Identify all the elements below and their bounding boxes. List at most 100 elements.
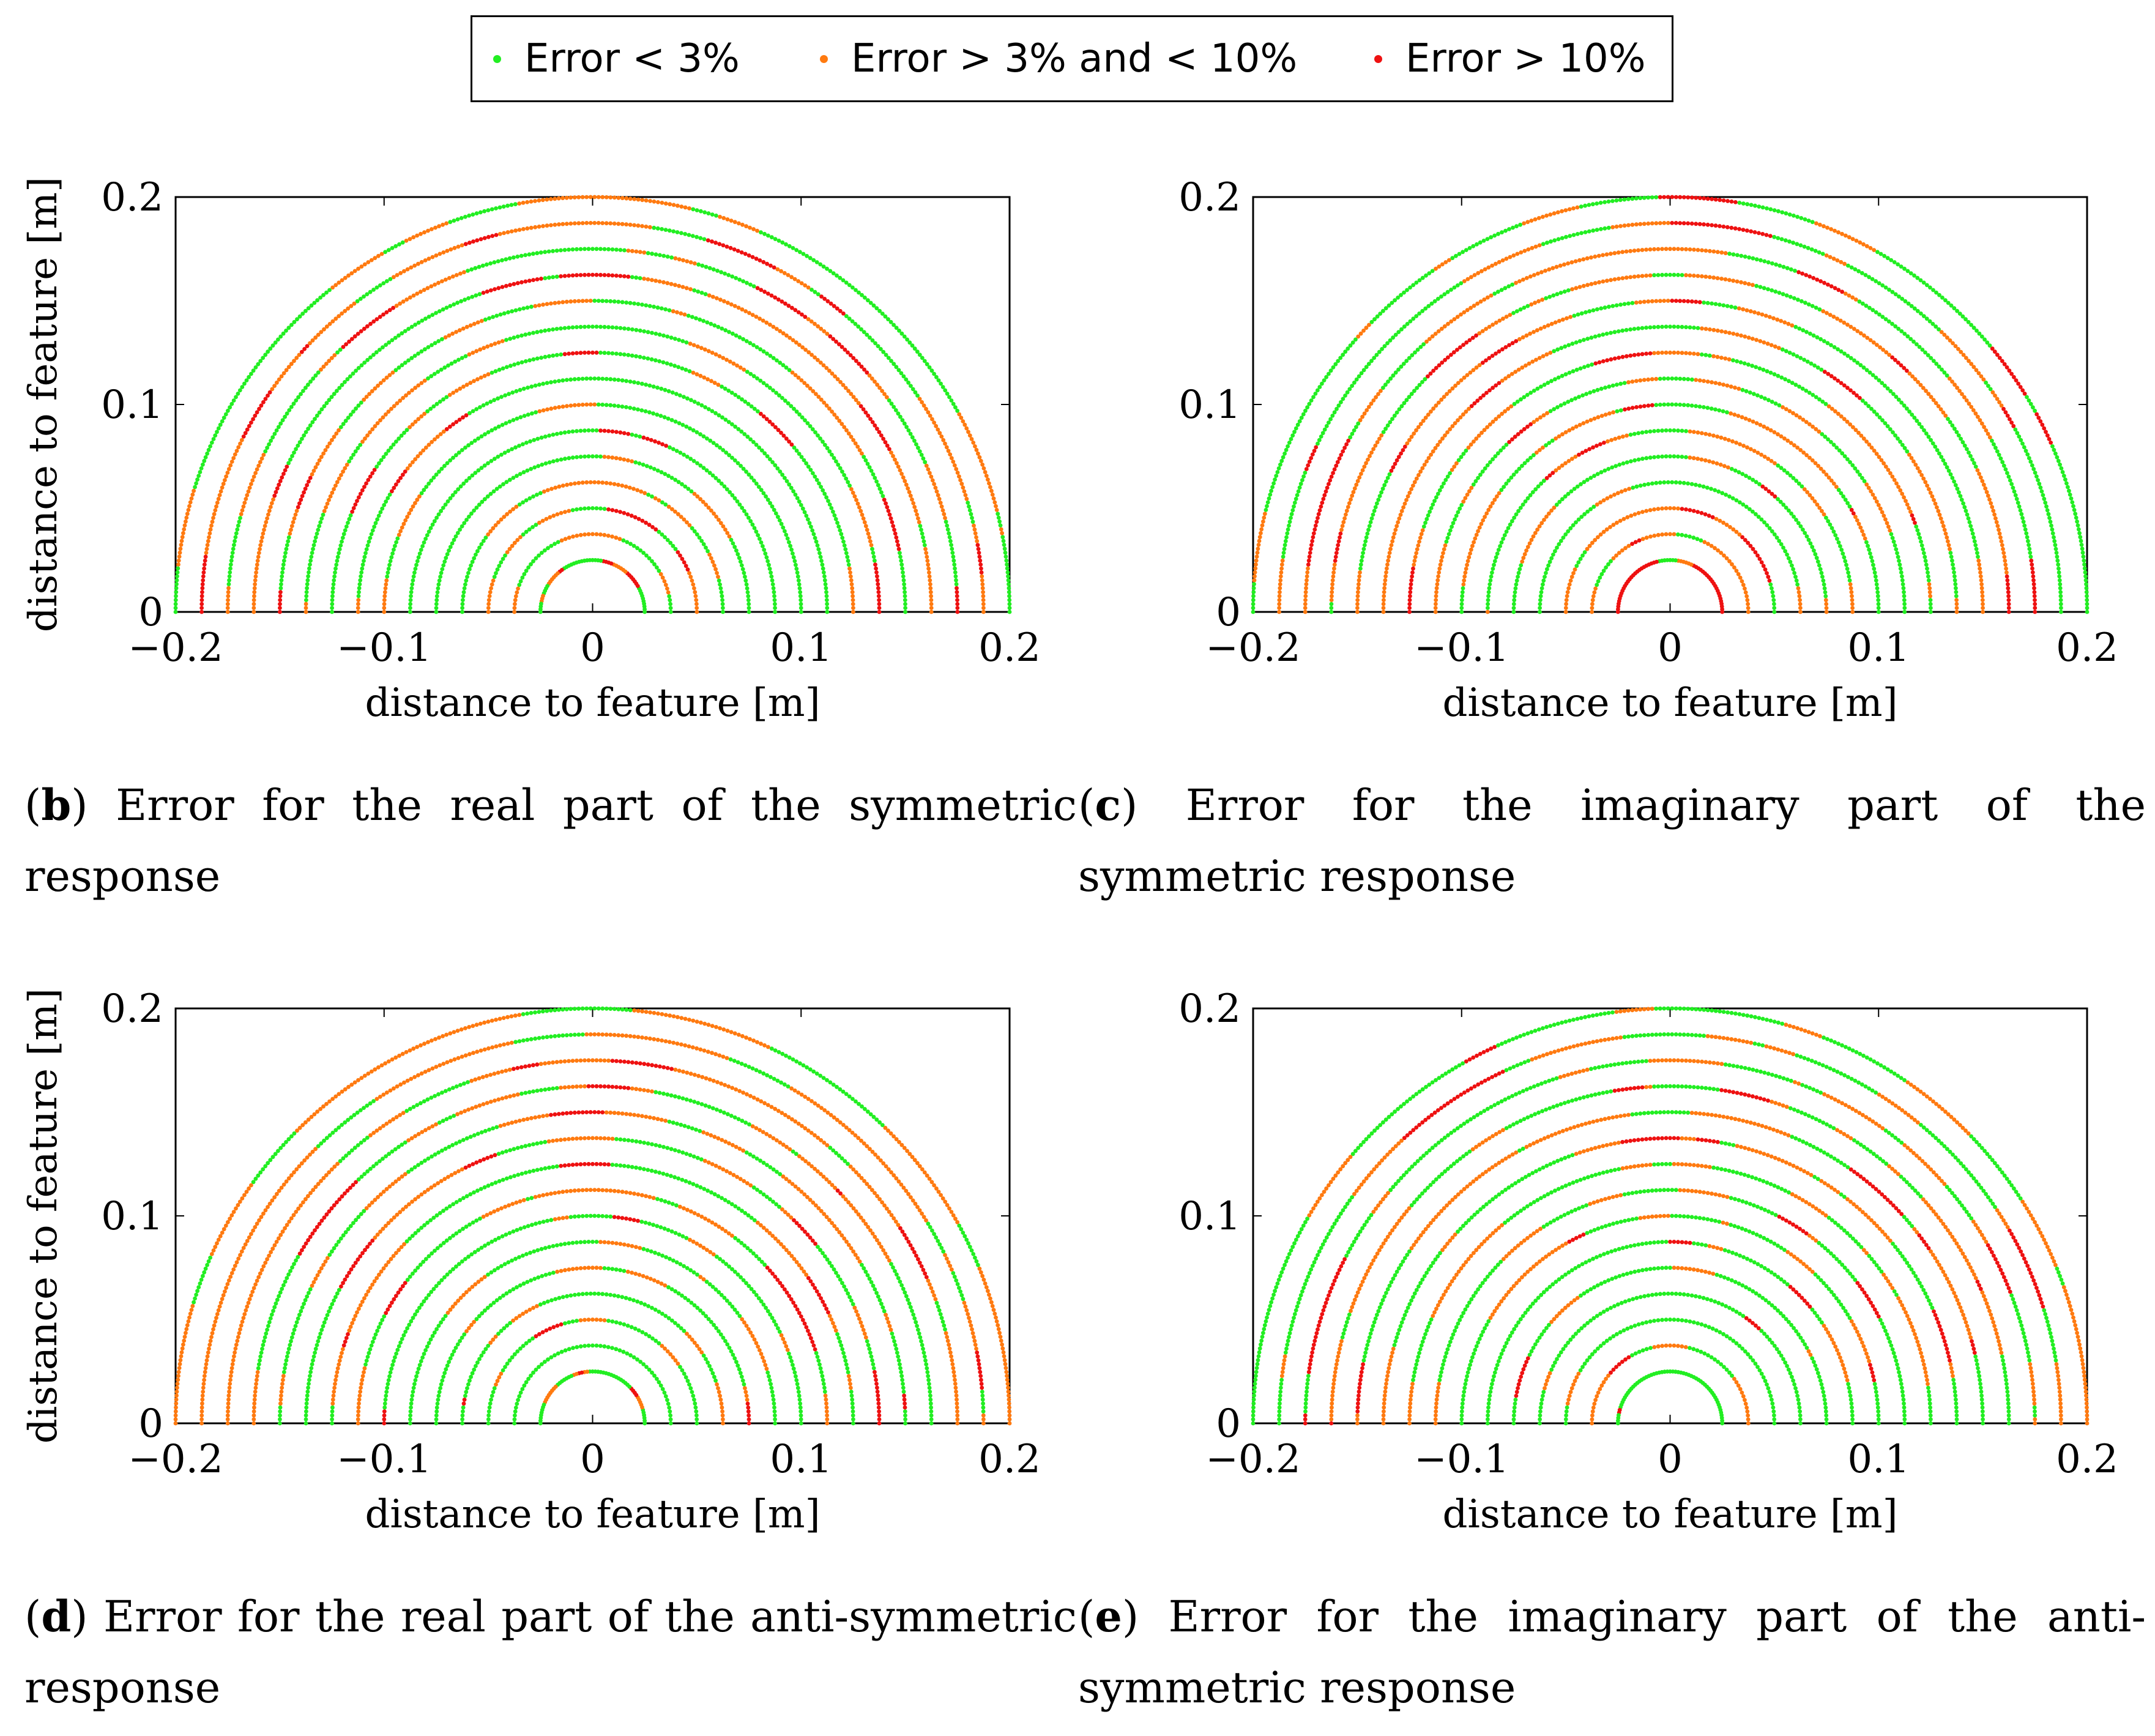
data-point (1607, 384, 1612, 389)
data-point (1511, 602, 1516, 606)
data-point (454, 273, 459, 277)
data-point (251, 606, 256, 610)
data-point (833, 516, 838, 521)
data-point (661, 360, 666, 365)
data-point (1007, 594, 1011, 598)
data-point (374, 285, 379, 290)
data-point (677, 257, 682, 262)
data-point (977, 551, 981, 555)
data-point (1567, 370, 1572, 375)
data-point (491, 526, 496, 531)
data-point (486, 606, 491, 610)
data-point (1785, 471, 1790, 475)
data-point (2030, 566, 2034, 571)
data-point (1716, 548, 1721, 553)
data-point (1785, 266, 1790, 270)
data-point (1544, 352, 1549, 357)
data-point (927, 574, 932, 579)
data-point (486, 609, 491, 614)
data-point (231, 398, 236, 403)
data-point (565, 482, 569, 487)
data-point (1554, 436, 1558, 441)
data-point (578, 532, 583, 537)
data-point (341, 532, 346, 537)
data-point (721, 524, 726, 529)
data-point (1525, 393, 1530, 397)
data-point (759, 448, 764, 453)
data-point (352, 301, 357, 306)
data-point (1382, 590, 1386, 594)
data-point (330, 490, 335, 495)
data-point (1006, 574, 1010, 579)
data-point (1620, 250, 1625, 255)
data-point (688, 426, 692, 431)
data-point (1895, 551, 1899, 556)
data-point (355, 609, 360, 614)
data-point (1517, 466, 1522, 471)
data-point (832, 304, 836, 308)
data-point (1431, 502, 1435, 507)
data-point (486, 461, 490, 466)
data-point (229, 460, 234, 464)
data-point (1756, 311, 1761, 316)
data-point (1668, 247, 1672, 251)
data-point (1743, 538, 1747, 542)
data-point (1772, 430, 1777, 434)
data-point (1795, 445, 1800, 450)
data-point (2032, 590, 2037, 595)
data-point (718, 586, 723, 590)
data-point (1439, 559, 1443, 563)
data-point (382, 590, 387, 595)
data-point (951, 554, 956, 559)
data-point (1355, 602, 1360, 606)
data-point (1592, 474, 1596, 479)
data-point (873, 379, 877, 384)
data-point (504, 421, 508, 425)
data-point (602, 324, 607, 329)
data-point (1731, 252, 1736, 257)
data-point (360, 488, 365, 493)
data-point (804, 461, 808, 466)
data-point (646, 356, 650, 361)
data-point (638, 250, 642, 255)
data-point (724, 244, 729, 249)
data-point (920, 531, 925, 536)
data-point (1340, 524, 1345, 528)
data-point (215, 501, 220, 505)
data-point (1702, 540, 1707, 545)
data-point (1856, 430, 1861, 435)
data-point (683, 564, 688, 568)
data-point (1902, 609, 1907, 614)
data-point (590, 272, 595, 277)
data-point (1588, 390, 1593, 395)
data-point (980, 582, 985, 587)
data-point (789, 404, 794, 408)
data-point (344, 524, 349, 529)
data-point (784, 242, 788, 247)
data-point (789, 275, 794, 280)
data-point (978, 562, 983, 567)
data-point (1465, 562, 1469, 567)
data-point (499, 395, 504, 399)
data-point (281, 472, 286, 476)
data-point (816, 395, 821, 399)
data-point (1839, 548, 1844, 552)
data-point (821, 264, 826, 269)
data-point (1747, 418, 1752, 422)
data-point (1902, 445, 1907, 450)
data-point (1636, 352, 1641, 357)
data-point (773, 237, 778, 241)
data-point (1896, 326, 1901, 331)
data-point (1531, 534, 1536, 538)
data-point (1715, 250, 1720, 255)
data-point (1442, 547, 1446, 551)
data-point (1332, 566, 1336, 571)
data-point (1612, 356, 1617, 361)
data-point (684, 286, 689, 291)
data-point (1508, 313, 1513, 317)
data-point (444, 556, 448, 561)
data-point (373, 256, 378, 261)
data-point (576, 221, 581, 226)
data-point (1492, 497, 1497, 502)
data-point (199, 594, 204, 598)
